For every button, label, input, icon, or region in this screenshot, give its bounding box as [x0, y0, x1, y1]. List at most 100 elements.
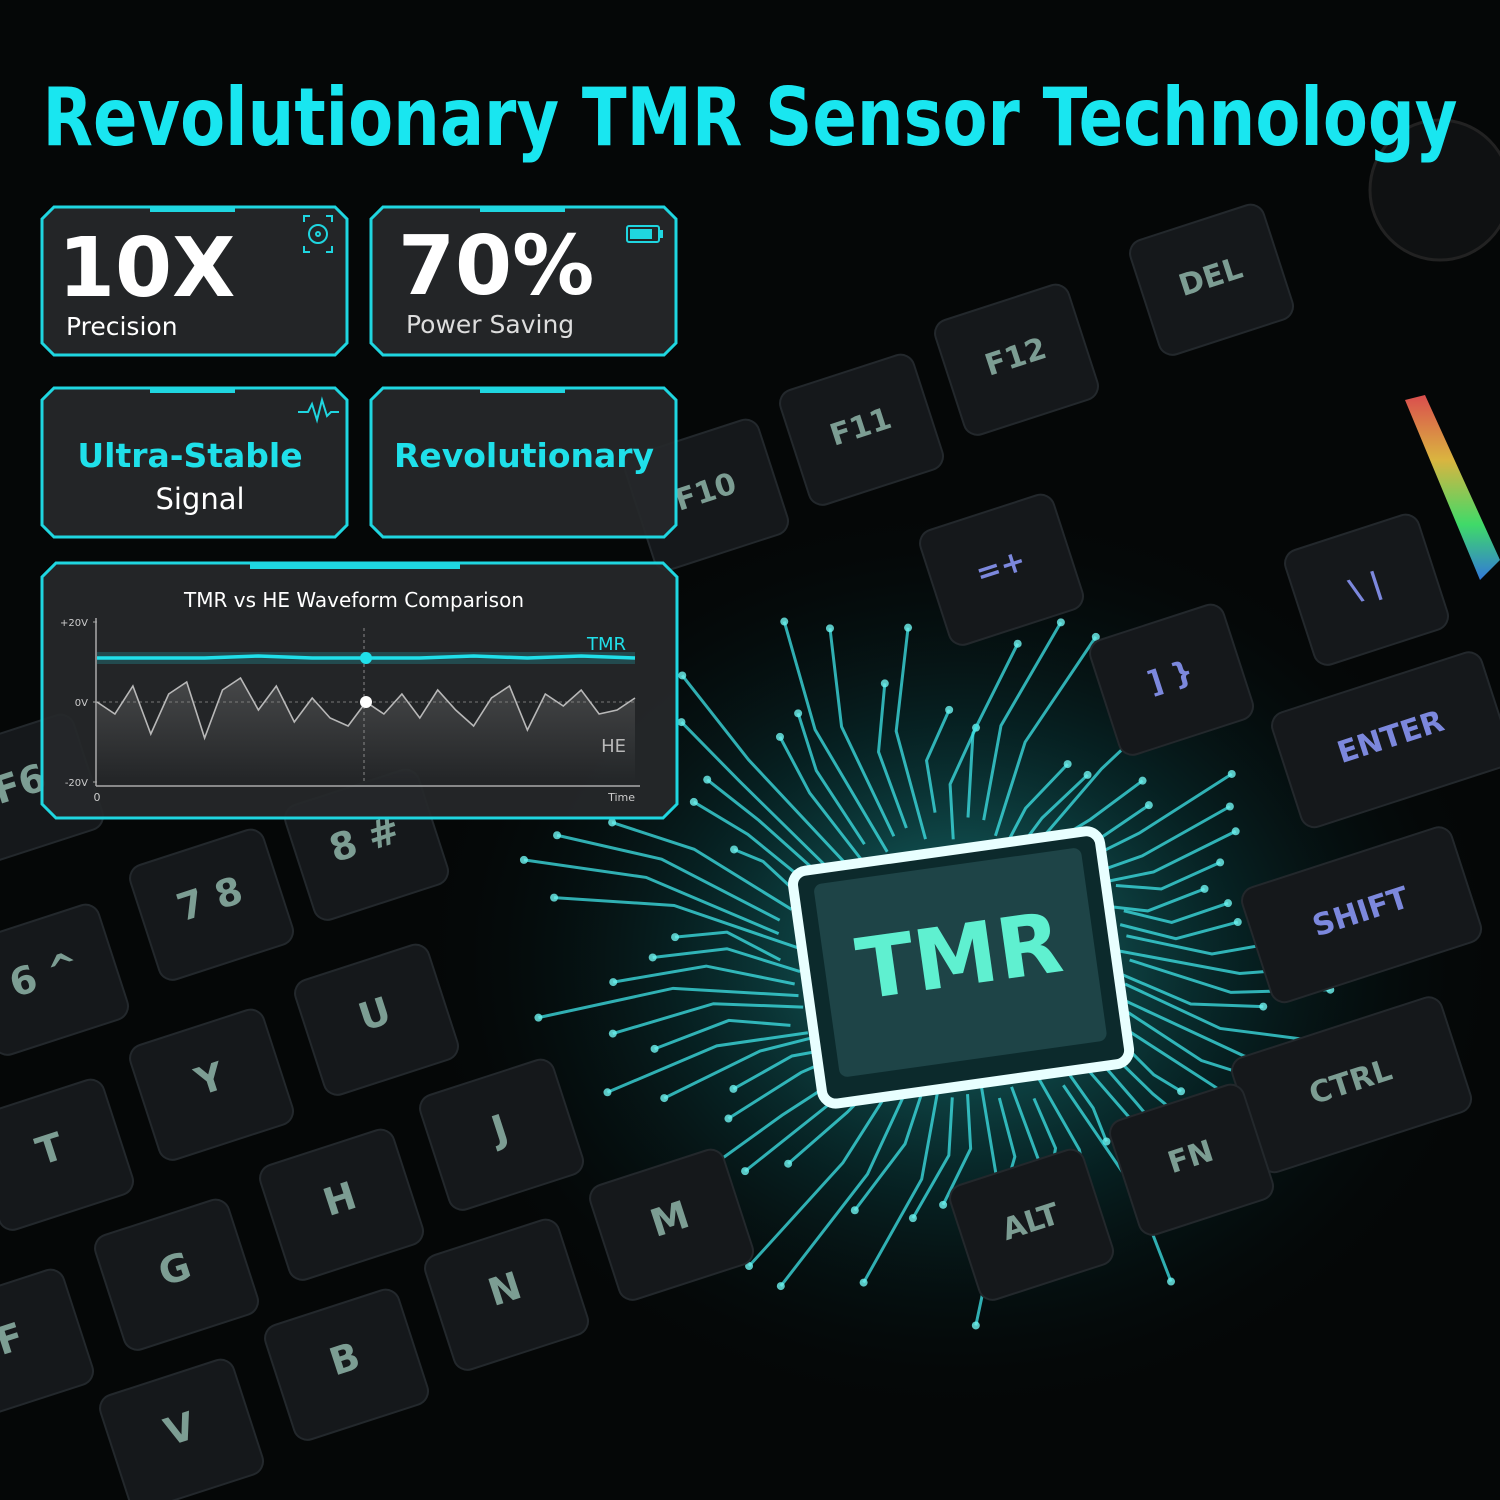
series-area: [97, 678, 635, 782]
card-heading: Ultra-Stable: [77, 436, 302, 475]
card: 70% Power Saving: [369, 205, 678, 357]
circuit-pad: [1231, 827, 1240, 836]
page-title: Revolutionary TMR Sensor Technology: [43, 71, 1458, 164]
circuit-pad: [603, 1088, 612, 1097]
circuit-trace: [1123, 901, 1229, 925]
circuit-pad: [741, 1167, 750, 1176]
circuit-pad: [730, 845, 739, 854]
circuit-trace: [611, 821, 793, 911]
circuit-trace: [612, 964, 795, 986]
circuit-trace: [612, 1002, 804, 1036]
keycap-body: [129, 828, 295, 981]
keycap: ALT: [949, 1148, 1115, 1301]
keycap: ] }: [1089, 603, 1255, 756]
keycap-body: [1271, 651, 1500, 829]
circuit-pad: [677, 718, 686, 727]
keycap: U: [294, 943, 460, 1096]
y-tick-label: -20V: [65, 778, 88, 789]
circuit-pad: [794, 709, 803, 718]
y-tick-label: 0V: [75, 698, 88, 709]
keycap: B: [264, 1288, 430, 1441]
circuit-trace: [654, 1018, 791, 1051]
circuit-trace: [1124, 982, 1308, 1042]
circuit-pad: [971, 1321, 980, 1330]
circuit-pad: [1167, 1277, 1176, 1286]
circuit-pad: [519, 855, 528, 864]
keycap-body: [424, 1218, 590, 1371]
circuit-pad: [703, 775, 712, 784]
circuit-pad: [1227, 769, 1236, 778]
circuit-pad: [660, 1094, 669, 1103]
keycap: DEL: [1129, 203, 1295, 356]
keycap-body: [1284, 513, 1450, 666]
circuit-trace: [1115, 861, 1221, 891]
circuit-trace: [747, 1076, 899, 1268]
circuit-trace: [681, 674, 851, 869]
cursor-point: [360, 696, 372, 708]
waveform-panel: TMR vs HE Waveform Comparison Time +20V 0…: [40, 561, 679, 820]
circuit-pad: [904, 623, 913, 632]
chip-top: [814, 848, 1107, 1077]
circuit-trace: [553, 896, 801, 950]
card-text: Power Saving: [406, 310, 574, 339]
keycap-body: [1089, 603, 1255, 756]
circuit-trace: [538, 986, 799, 1020]
circuit-pad: [678, 671, 687, 680]
card-frame: [40, 205, 349, 357]
cursor-point: [360, 652, 372, 664]
circuit-pad: [1063, 760, 1072, 769]
card-frame: [369, 205, 678, 357]
circuit-pad: [1224, 899, 1233, 908]
keycap-body: [1109, 1083, 1275, 1236]
circuit-trace: [853, 1087, 925, 1212]
circuit-trace: [911, 1097, 954, 1219]
card: Revolutionary: [369, 386, 678, 539]
keycap: V: [99, 1358, 265, 1500]
keycap-body: [949, 1148, 1115, 1301]
keycap: T: [0, 1078, 135, 1231]
keycap-body: [779, 353, 945, 506]
series-label: TMR: [586, 634, 626, 655]
keycap: F12: [934, 283, 1100, 436]
x-tick-label: 0: [94, 791, 101, 804]
circuit-pad: [1259, 1002, 1268, 1011]
card-frame: [40, 386, 349, 539]
keycap: H: [259, 1128, 425, 1281]
circuit-pad: [780, 617, 789, 626]
card-heading: 70%: [398, 219, 594, 314]
circuit-pad: [939, 1200, 948, 1209]
keycap-body: [919, 493, 1085, 646]
circuit-pad: [945, 705, 954, 714]
circuit-trace: [982, 621, 1063, 821]
keycap-body: [1129, 203, 1295, 356]
keycap: N: [424, 1218, 590, 1371]
circuit-pad: [609, 978, 618, 987]
circuit-pad: [1225, 802, 1234, 811]
keycap: 7 8: [129, 828, 295, 981]
chip: TMR: [788, 826, 1135, 1109]
circuit-trace: [862, 1083, 941, 1284]
circuit-trace: [948, 727, 978, 840]
keycap: \ |: [1284, 513, 1450, 666]
circuit-pad: [880, 679, 889, 688]
keycap: F11: [779, 353, 945, 506]
circuit-trace: [894, 627, 927, 840]
circuit-pad: [729, 1084, 738, 1093]
keycap-body: [99, 1358, 265, 1500]
keycap-body: [1241, 826, 1483, 1004]
circuit-trace: [877, 683, 908, 829]
circuit-trace: [1119, 920, 1239, 941]
circuit-pad: [608, 818, 617, 827]
x-axis-label: Time: [607, 791, 635, 804]
circuit-pad: [1138, 776, 1147, 785]
circuit-trace: [674, 930, 781, 962]
circuit-trace: [706, 778, 833, 887]
circuit-pad: [1013, 639, 1022, 648]
keycap-body: [0, 903, 130, 1056]
circuit-trace: [523, 858, 780, 936]
rgb-strip: [1405, 395, 1500, 580]
circuit-pad: [1144, 801, 1153, 810]
circuit-pad: [648, 953, 657, 962]
circuit-pad: [550, 893, 559, 902]
circuit-trace: [1113, 969, 1264, 1009]
